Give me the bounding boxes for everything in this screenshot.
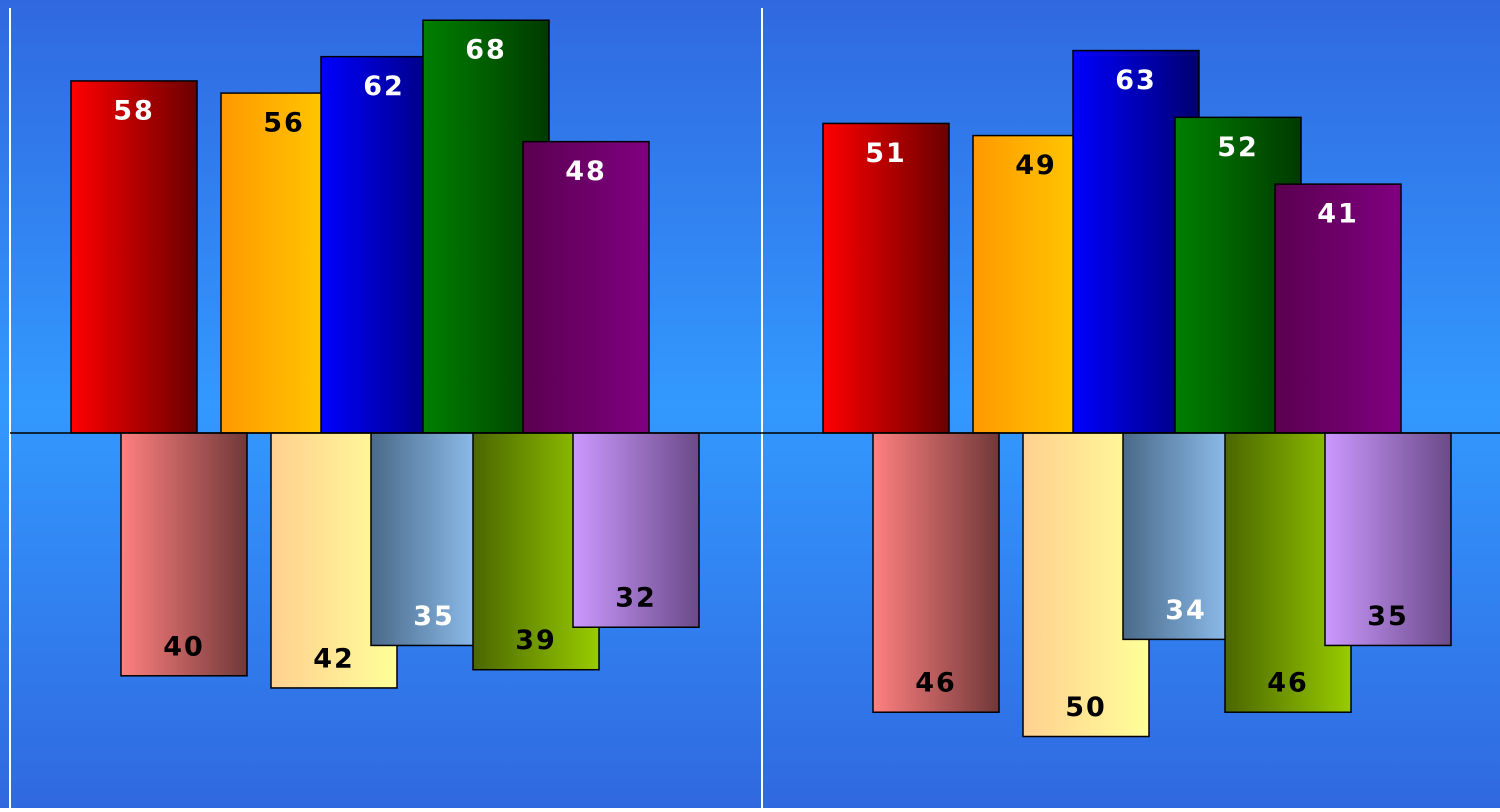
data-label: 46	[1267, 668, 1309, 699]
bar	[872, 432, 1000, 713]
data-label: 41	[1317, 199, 1359, 230]
data-label: 52	[1217, 132, 1259, 163]
data-label: 58	[113, 95, 155, 126]
bar	[1274, 183, 1402, 434]
data-label: 56	[263, 108, 305, 139]
data-label: 48	[565, 156, 607, 187]
data-label: 35	[413, 601, 455, 632]
data-label: 51	[865, 138, 907, 169]
data-label: 40	[163, 631, 205, 662]
data-label: 63	[1115, 65, 1157, 96]
data-label: 46	[915, 668, 957, 699]
data-label: 35	[1367, 601, 1409, 632]
data-label: 34	[1165, 595, 1207, 626]
bar	[822, 122, 950, 434]
data-label: 62	[363, 71, 405, 102]
bar	[522, 140, 650, 434]
data-label: 50	[1065, 692, 1107, 723]
bar	[70, 80, 198, 434]
data-label: 68	[465, 35, 507, 66]
data-label: 42	[313, 643, 355, 674]
data-label: 49	[1015, 150, 1057, 181]
bar	[572, 432, 700, 628]
data-label: 32	[615, 583, 657, 614]
data-label: 39	[515, 625, 557, 656]
